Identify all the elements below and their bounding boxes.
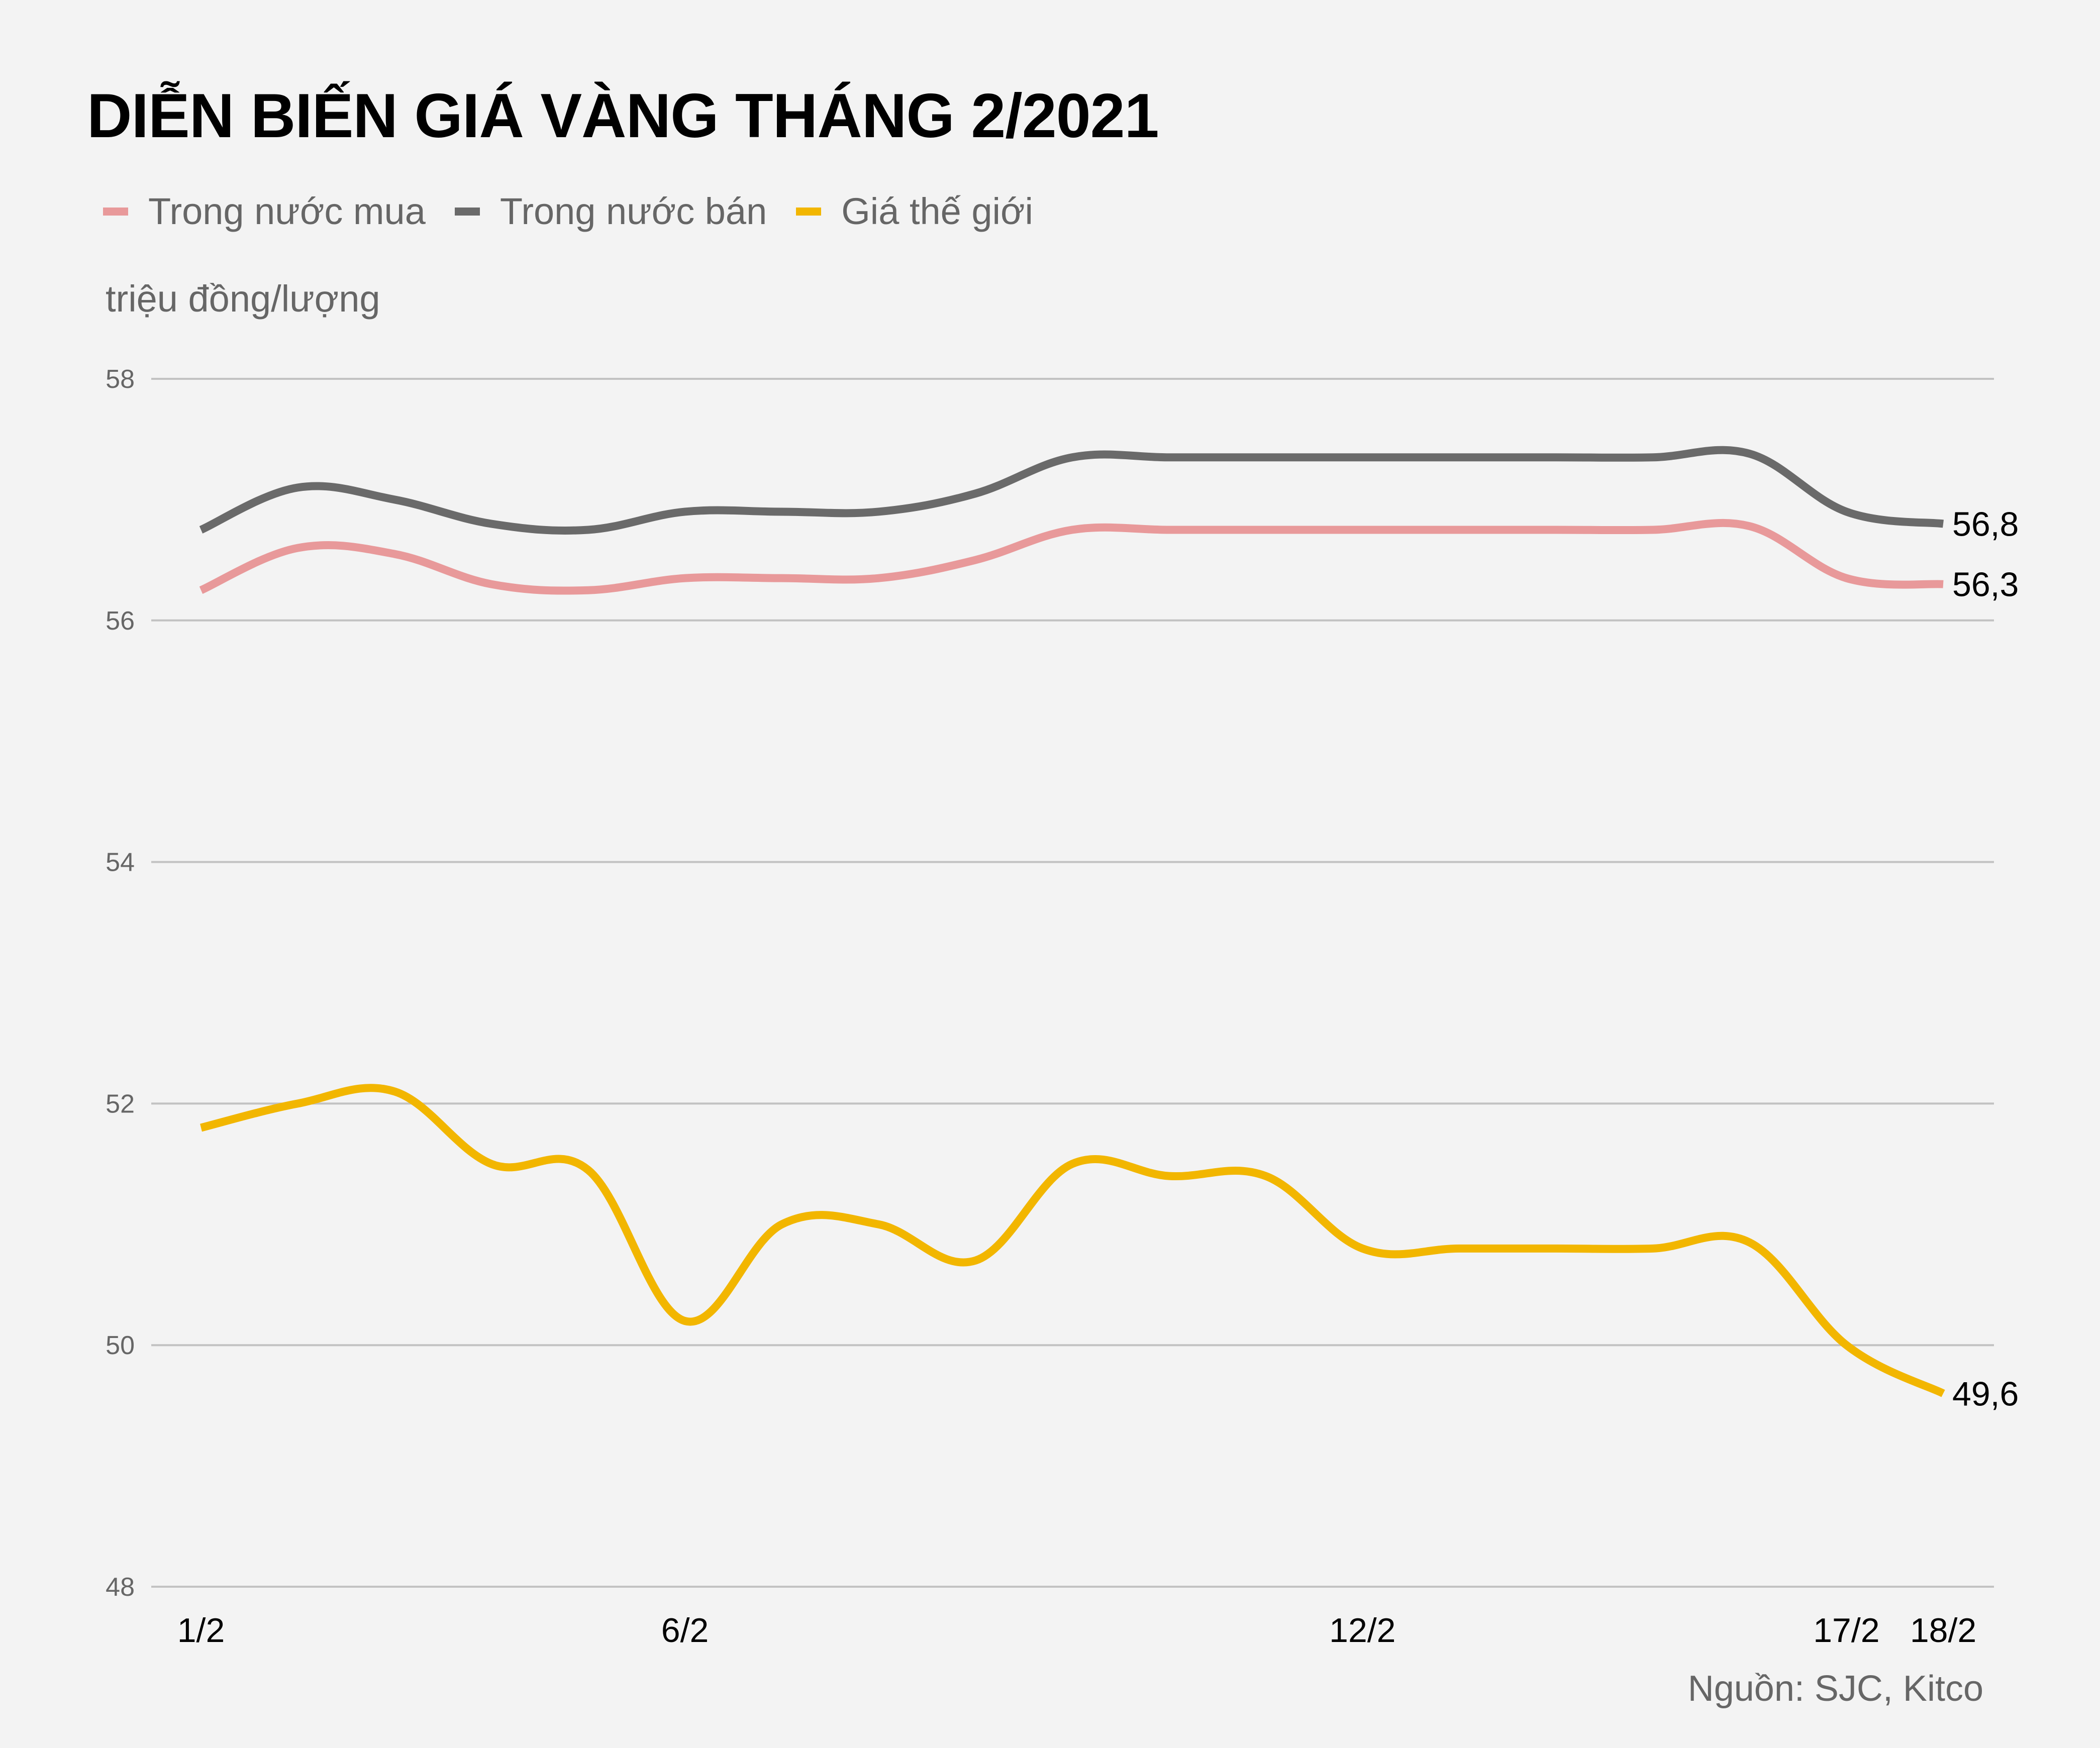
x-tick-label: 1/2 [177, 1611, 225, 1650]
legend-swatch-world-price [796, 207, 822, 216]
series-domestic-buy-end-label: 56,3 [1952, 566, 2019, 604]
y-tick-label: 58 [106, 365, 135, 394]
x-tick-label: 18/2 [1910, 1611, 1976, 1650]
y-tick-label: 54 [106, 848, 135, 877]
gridlines [151, 378, 1994, 1588]
legend: Trong nước mua Trong nước bán Giá thế gi… [103, 190, 1062, 233]
y-tick-label: 52 [106, 1089, 135, 1118]
chart-title: DIỄN BIẾN GIÁ VÀNG THÁNG 2/2021 [87, 81, 1159, 151]
series-lines [199, 446, 1945, 1397]
end-value-labels: 56,3 56,8 49,6 [1952, 505, 2019, 1413]
y-axis-ticks: 48 50 52 54 56 58 [106, 365, 135, 1602]
series-domestic-sell-end-label: 56,8 [1952, 505, 2019, 543]
source-note: Nguồn: SJC, Kitco [1687, 1669, 1983, 1709]
x-tick-label: 12/2 [1329, 1611, 1395, 1650]
y-axis-unit-label: triệu đồng/lượng [106, 278, 380, 320]
y-tick-label: 50 [106, 1331, 135, 1360]
x-tick-label: 17/2 [1813, 1611, 1879, 1650]
series-world-price-end-label: 49,6 [1952, 1375, 2019, 1413]
series-domestic-sell-line [199, 446, 1944, 535]
series-world-price-line [200, 1084, 1945, 1397]
y-tick-label: 56 [106, 606, 135, 636]
y-tick-label: 48 [106, 1573, 135, 1602]
legend-item-domestic-buy: Trong nước mua [103, 190, 426, 233]
legend-item-world-price: Giá thế giới [796, 190, 1033, 233]
legend-label: Trong nước mua [148, 190, 426, 232]
legend-label: Giá thế giới [841, 190, 1033, 232]
legend-item-domestic-sell: Trong nước bán [454, 190, 767, 233]
x-tick-label: 6/2 [661, 1611, 709, 1650]
legend-swatch-domestic-sell [454, 207, 480, 216]
legend-swatch-domestic-buy [103, 207, 128, 216]
series-domestic-buy-line [199, 519, 1944, 595]
legend-label: Trong nước bán [499, 190, 767, 232]
x-axis-ticks: 1/2 6/2 12/2 17/2 18/2 [177, 1611, 1976, 1650]
